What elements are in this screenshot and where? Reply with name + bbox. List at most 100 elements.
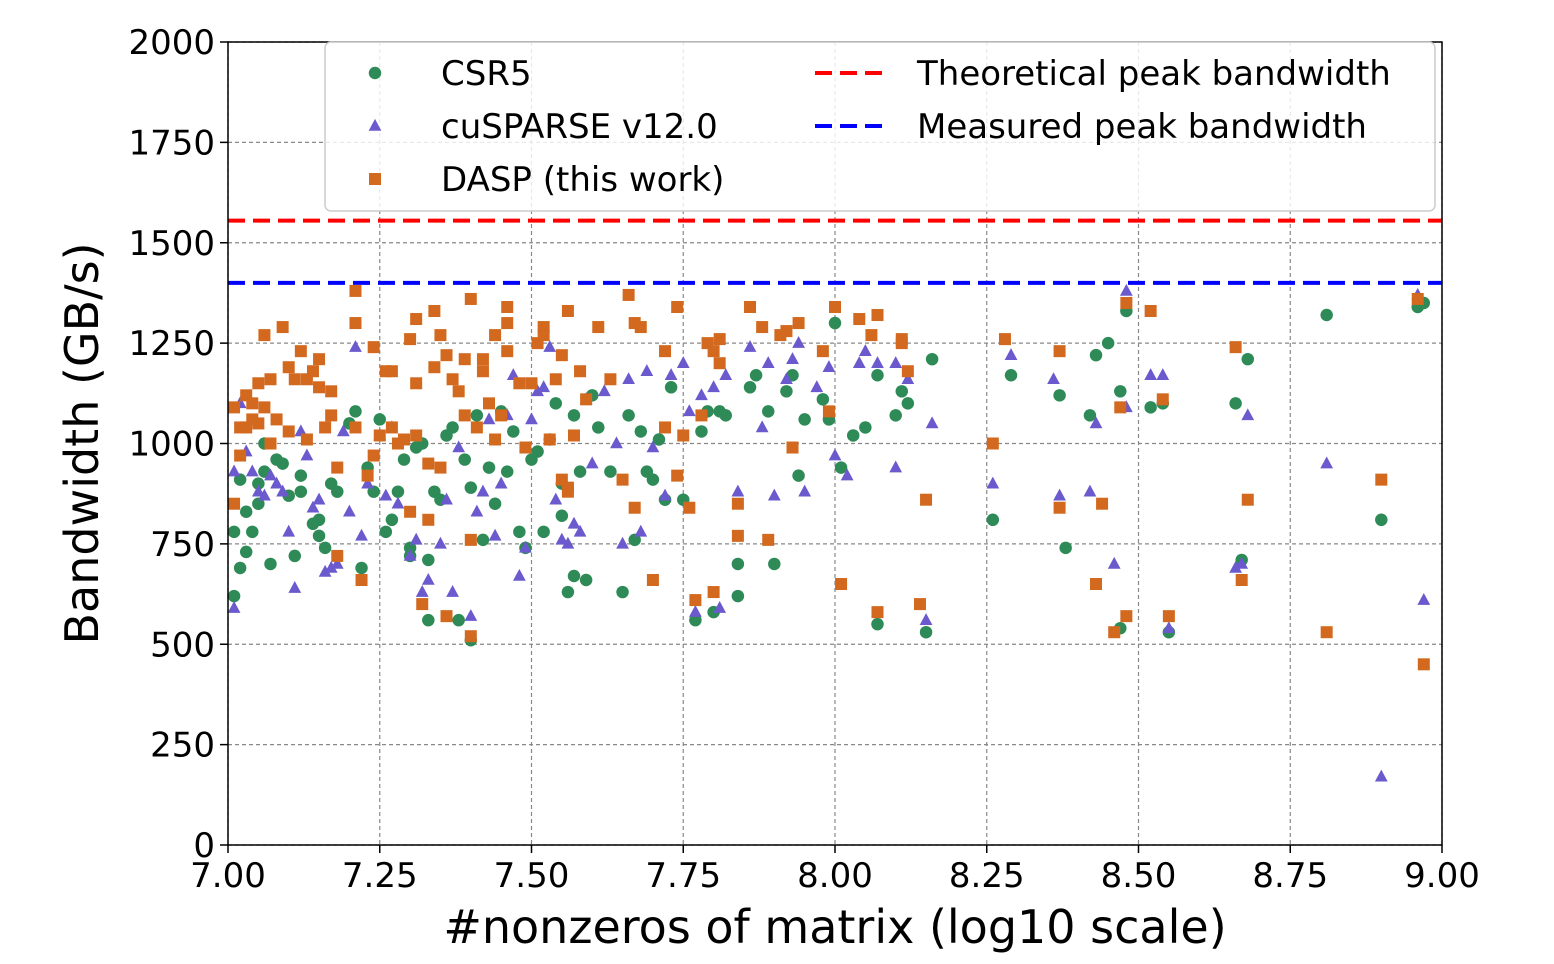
circle-point [312, 513, 326, 527]
square-point [501, 317, 514, 330]
circle-point [446, 421, 459, 434]
square-point [707, 586, 720, 599]
triangle-point [446, 584, 459, 597]
legend-label: Measured peak bandwidth [917, 107, 1367, 147]
circle-point [743, 381, 757, 394]
triangle-point [755, 420, 769, 433]
square-point [258, 401, 271, 414]
data-points [227, 283, 1431, 782]
square-point [410, 313, 423, 326]
square-point [1053, 501, 1066, 514]
circle-point [318, 541, 332, 555]
triangle-point [798, 484, 812, 497]
square-point [228, 497, 241, 510]
square-point [920, 493, 933, 506]
square-point [713, 357, 726, 370]
triangle-point [543, 340, 557, 352]
square-point [677, 429, 690, 442]
circle-point [513, 525, 526, 539]
square-point [319, 421, 332, 434]
circle-point [1089, 348, 1103, 362]
circle-point [373, 413, 386, 426]
circle-point [555, 509, 569, 523]
square-point [604, 373, 617, 386]
square-point [1144, 305, 1157, 318]
triangle-point [689, 605, 702, 617]
circle-point [731, 589, 745, 603]
triangle-point [531, 384, 544, 397]
square-point [1241, 493, 1254, 506]
triangle-point [227, 601, 241, 613]
square-point [580, 393, 593, 406]
circle-point [233, 561, 247, 575]
triangle-point [1156, 368, 1170, 381]
circle-point [288, 549, 302, 563]
triangle-point [761, 356, 775, 368]
square-point [689, 594, 702, 607]
circle-point [379, 525, 393, 539]
x-tick-label: 9.00 [1404, 856, 1480, 896]
square-point [501, 300, 514, 313]
square-point [325, 385, 338, 398]
triangle-point [640, 364, 654, 377]
triangle-point [695, 388, 708, 401]
reference-lines [228, 218, 1442, 285]
triangle-point [1119, 283, 1133, 296]
circle-point [695, 425, 708, 438]
square-point [871, 309, 884, 322]
square-point [355, 574, 368, 587]
square-point [373, 429, 386, 442]
y-tick-label: 750 [150, 525, 215, 565]
circle-point [1229, 397, 1242, 410]
triangle-point [282, 524, 296, 537]
square-point [543, 433, 556, 446]
triangle-point [1089, 416, 1103, 429]
circle-point [252, 477, 265, 490]
triangle-point [403, 548, 417, 561]
triangle-point [1320, 456, 1334, 469]
square-point [671, 469, 684, 482]
triangle-point [1417, 593, 1431, 605]
triangle-point [537, 380, 551, 393]
triangle-point [822, 360, 836, 373]
triangle-point [549, 492, 563, 505]
circle-point [233, 473, 247, 486]
square-point [707, 345, 720, 358]
square-point [282, 425, 295, 438]
triangle-point [415, 584, 429, 597]
circle-point [549, 397, 563, 410]
triangle-point [1053, 488, 1066, 501]
triangle-point [306, 500, 320, 513]
square-point [744, 300, 757, 313]
x-tick-label: 7.75 [645, 856, 721, 896]
square-point [628, 501, 641, 514]
square-point [440, 349, 453, 362]
circle-point [537, 525, 550, 539]
square-point [331, 461, 344, 474]
circle-point [355, 561, 368, 575]
circle-point [622, 409, 635, 422]
triangle-point [573, 524, 587, 537]
triangle-point [482, 412, 496, 425]
y-tick-label: 1000 [128, 425, 215, 465]
square-point [853, 313, 866, 326]
triangle-point [622, 372, 636, 385]
triangle-point [858, 344, 872, 356]
circle-point [482, 461, 496, 474]
square-point [476, 353, 489, 366]
legend-label: Theoretical peak bandwidth [916, 54, 1391, 94]
square-point [695, 409, 708, 422]
triangle-point [464, 609, 478, 621]
square-point [458, 409, 471, 422]
square-point [646, 574, 659, 587]
square-point [398, 433, 411, 446]
square-point [300, 433, 313, 446]
triangle-point [1374, 769, 1388, 782]
triangle-point [525, 412, 538, 425]
triangle-point [780, 372, 793, 385]
circle-point [294, 485, 308, 498]
square-point [731, 497, 744, 510]
triangle-point [452, 440, 466, 453]
square-point [489, 433, 502, 446]
circle-point [871, 369, 884, 382]
